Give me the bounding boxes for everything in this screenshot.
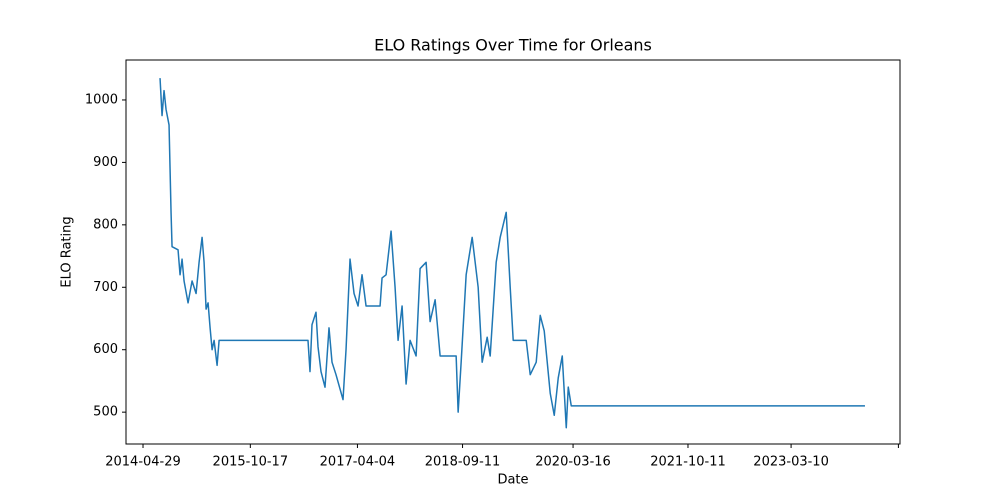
x-tick-label: 2018-09-11 (425, 455, 501, 470)
y-tick-label: 500 (93, 405, 118, 420)
x-tick-label: 2017-04-04 (320, 455, 396, 470)
x-tick-label: 2020-03-16 (535, 455, 611, 470)
axes-frame (125, 59, 901, 445)
x-tick-label: 2014-04-29 (105, 455, 181, 470)
y-tick-label: 700 (93, 280, 118, 295)
y-tick-label: 800 (93, 217, 118, 232)
y-tick-label: 900 (93, 155, 118, 170)
y-tick-label: 1000 (85, 92, 118, 107)
chart-title: ELO Ratings Over Time for Orleans (374, 36, 652, 55)
x-axis-label: Date (497, 473, 528, 488)
y-axis-label: ELO Rating (60, 216, 75, 287)
line-series (159, 78, 865, 429)
x-tick-label: 2023-03-10 (753, 455, 829, 470)
y-tick-label: 600 (93, 342, 118, 357)
x-tick-label: 2021-10-11 (650, 455, 726, 470)
plot-area (159, 78, 865, 429)
x-tick-label: 2015-10-17 (213, 455, 289, 470)
